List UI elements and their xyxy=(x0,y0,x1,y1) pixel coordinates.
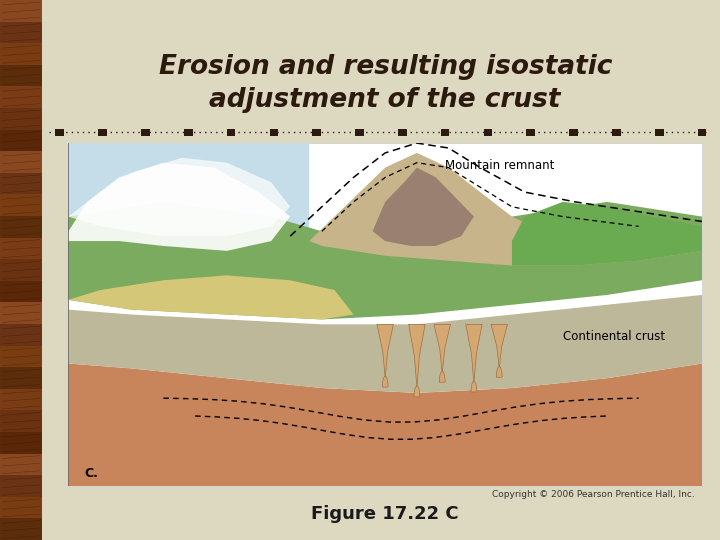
Bar xyxy=(612,129,621,136)
Text: Figure 17.22 C: Figure 17.22 C xyxy=(311,505,459,523)
Bar xyxy=(0,237,42,259)
Bar xyxy=(0,496,42,518)
Bar xyxy=(0,172,42,194)
Bar xyxy=(0,215,42,238)
Text: Erosion and resulting isostatic: Erosion and resulting isostatic xyxy=(158,55,612,80)
Bar xyxy=(0,150,42,173)
Bar xyxy=(484,129,492,136)
Bar xyxy=(0,474,42,497)
Bar xyxy=(0,42,42,65)
Polygon shape xyxy=(68,143,309,300)
Polygon shape xyxy=(372,167,474,246)
Bar xyxy=(0,388,42,410)
Bar xyxy=(698,129,706,136)
Polygon shape xyxy=(466,325,482,383)
Bar xyxy=(355,129,364,136)
Bar xyxy=(0,409,42,432)
Bar xyxy=(0,64,42,86)
Bar xyxy=(68,143,702,486)
Polygon shape xyxy=(491,325,508,368)
Polygon shape xyxy=(68,363,702,486)
Bar xyxy=(227,129,235,136)
Bar xyxy=(0,107,42,130)
Polygon shape xyxy=(68,295,702,393)
Bar xyxy=(0,85,42,108)
Bar xyxy=(0,431,42,454)
Polygon shape xyxy=(439,372,445,382)
Bar xyxy=(0,21,42,43)
Bar xyxy=(141,129,150,136)
Polygon shape xyxy=(414,386,420,397)
Polygon shape xyxy=(377,325,393,378)
Bar xyxy=(0,517,42,540)
Text: Copyright © 2006 Pearson Prentice Hall, Inc.: Copyright © 2006 Pearson Prentice Hall, … xyxy=(492,490,695,500)
Bar xyxy=(0,280,42,302)
Polygon shape xyxy=(434,325,451,373)
Text: adjustment of the crust: adjustment of the crust xyxy=(210,87,561,113)
Polygon shape xyxy=(68,275,354,320)
Polygon shape xyxy=(68,163,290,251)
Polygon shape xyxy=(68,202,702,320)
Polygon shape xyxy=(496,367,502,377)
Bar xyxy=(0,323,42,346)
Bar xyxy=(0,0,42,22)
Polygon shape xyxy=(471,381,477,392)
Bar xyxy=(0,453,42,475)
Bar xyxy=(98,129,107,136)
Bar xyxy=(0,345,42,367)
Polygon shape xyxy=(512,202,702,266)
Polygon shape xyxy=(68,158,290,236)
Text: Mountain remnant: Mountain remnant xyxy=(444,159,554,172)
Text: Continental crust: Continental crust xyxy=(562,330,665,343)
Bar xyxy=(398,129,407,136)
Bar xyxy=(269,129,278,136)
Bar xyxy=(441,129,449,136)
Text: C.: C. xyxy=(84,467,98,480)
Bar xyxy=(0,366,42,389)
Bar xyxy=(0,301,42,324)
Bar xyxy=(312,129,321,136)
Bar xyxy=(55,129,64,136)
Bar xyxy=(0,129,42,151)
Bar xyxy=(526,129,535,136)
Bar xyxy=(655,129,664,136)
Polygon shape xyxy=(409,325,425,388)
Bar xyxy=(0,193,42,216)
Polygon shape xyxy=(309,153,702,266)
Polygon shape xyxy=(382,376,388,387)
Bar xyxy=(184,129,192,136)
Bar xyxy=(570,129,578,136)
Bar xyxy=(0,258,42,281)
